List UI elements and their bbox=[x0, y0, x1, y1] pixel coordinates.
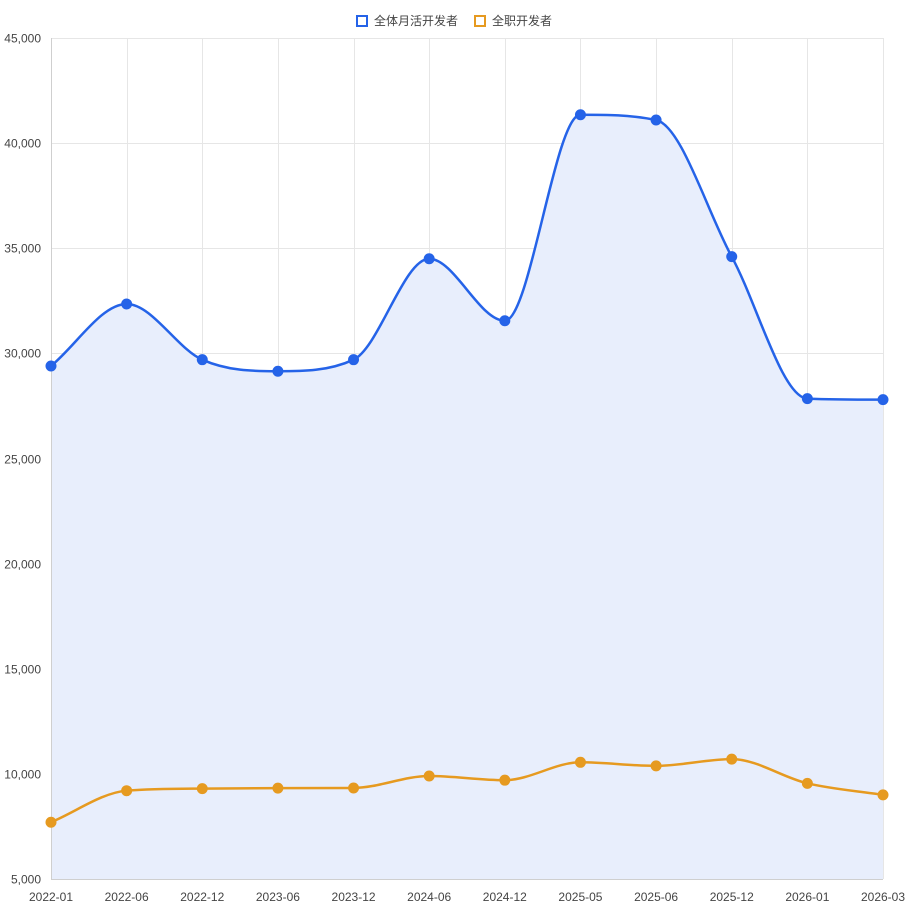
data-point[interactable] bbox=[650, 760, 662, 772]
data-point[interactable] bbox=[121, 785, 133, 797]
legend-item-1[interactable]: 全职开发者 bbox=[474, 13, 552, 28]
data-point[interactable] bbox=[499, 774, 511, 786]
x-tick-label: 2023-12 bbox=[332, 890, 376, 904]
y-tick-label: 10,000 bbox=[4, 768, 41, 782]
data-point[interactable] bbox=[45, 816, 57, 828]
x-tick-label: 2026-01 bbox=[785, 890, 829, 904]
x-tick-label: 2022-12 bbox=[180, 890, 224, 904]
x-tick-label: 2024-12 bbox=[483, 890, 527, 904]
data-point[interactable] bbox=[348, 354, 360, 366]
data-point[interactable] bbox=[801, 777, 813, 789]
data-point[interactable] bbox=[423, 770, 435, 782]
y-tick-label: 15,000 bbox=[4, 663, 41, 677]
y-axis-ticks: 5,000 10,000 15,000 20,000 25,000 30,000 35,00… bbox=[4, 32, 41, 887]
y-tick-label: 35,000 bbox=[4, 242, 41, 256]
legend-label: 全体月活开发者 bbox=[374, 13, 458, 28]
legend[interactable]: 全体月活开发者 全职开发者 bbox=[355, 13, 552, 28]
x-tick-label: 2023-06 bbox=[256, 890, 300, 904]
data-point[interactable] bbox=[877, 394, 889, 406]
x-axis-ticks: 2022-01 2022-06 2022-12 2023-06 2023-12 2024-… bbox=[29, 890, 905, 904]
data-point[interactable] bbox=[726, 753, 738, 765]
legend-swatch bbox=[474, 15, 487, 27]
axes bbox=[51, 38, 883, 880]
data-point[interactable] bbox=[272, 782, 284, 794]
x-tick-label: 2025-12 bbox=[710, 890, 754, 904]
data-point[interactable] bbox=[348, 782, 360, 794]
data-point[interactable] bbox=[196, 783, 208, 795]
x-tick-label: 2022-06 bbox=[105, 890, 149, 904]
y-tick-label: 5,000 bbox=[11, 873, 41, 887]
data-point[interactable] bbox=[272, 365, 284, 377]
data-point[interactable] bbox=[121, 298, 133, 310]
series-line-1 bbox=[49, 757, 885, 824]
data-point[interactable] bbox=[574, 109, 586, 121]
y-tick-label: 30,000 bbox=[4, 347, 41, 361]
data-point[interactable] bbox=[196, 354, 208, 366]
y-tick-label: 40,000 bbox=[4, 137, 41, 151]
data-point[interactable] bbox=[574, 756, 586, 768]
legend-item-0[interactable]: 全体月活开发者 bbox=[355, 13, 458, 28]
legend-label: 全职开发者 bbox=[492, 13, 552, 28]
data-point[interactable] bbox=[726, 251, 738, 263]
data-point[interactable] bbox=[650, 114, 662, 126]
x-tick-label: 2025-05 bbox=[558, 890, 602, 904]
x-tick-label: 2026-03 bbox=[861, 890, 905, 904]
data-point[interactable] bbox=[499, 315, 511, 327]
y-tick-label: 45,000 bbox=[4, 32, 41, 46]
y-tick-label: 25,000 bbox=[4, 453, 41, 467]
y-tick-label: 20,000 bbox=[4, 558, 41, 572]
x-tick-label: 2022-01 bbox=[29, 890, 73, 904]
x-tick-label: 2024-06 bbox=[407, 890, 451, 904]
legend-swatch bbox=[355, 15, 368, 27]
data-point[interactable] bbox=[423, 253, 435, 265]
area-fills bbox=[51, 114, 883, 880]
data-point[interactable] bbox=[45, 360, 57, 372]
data-point[interactable] bbox=[877, 789, 889, 801]
data-points bbox=[45, 109, 889, 828]
data-point[interactable] bbox=[801, 393, 813, 405]
x-tick-label: 2025-06 bbox=[634, 890, 678, 904]
series-area-0 bbox=[51, 114, 883, 880]
